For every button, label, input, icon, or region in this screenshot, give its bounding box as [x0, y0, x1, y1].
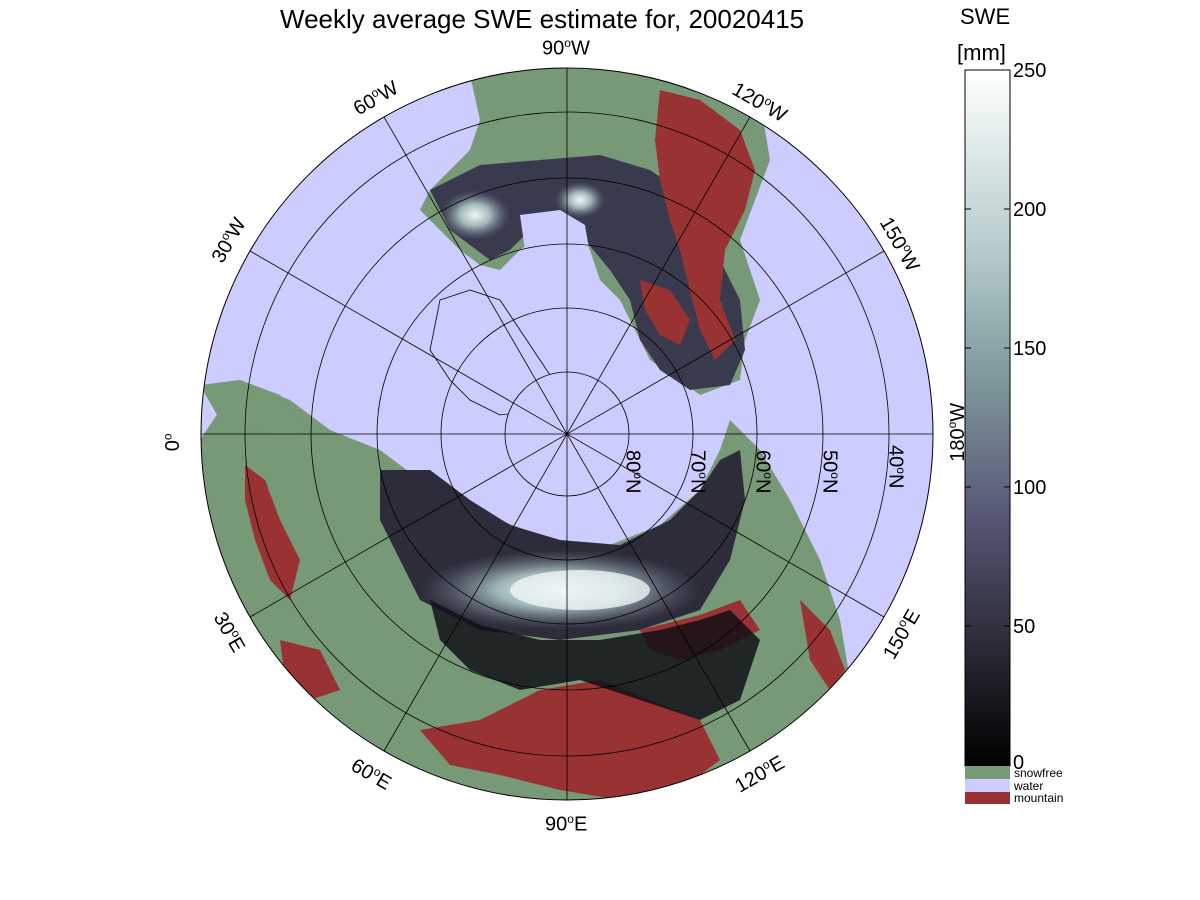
- lon-label-90w: 90oW: [542, 36, 590, 60]
- rockies-mountain: [655, 90, 755, 360]
- lat-label-80n: 80oN: [621, 450, 645, 494]
- himalaya-mountain: [420, 680, 720, 800]
- colorbar-tick-250: 250: [1013, 60, 1047, 82]
- colorbar-tick-200: 200: [1013, 199, 1047, 221]
- colorbar-gradient: [964, 69, 1011, 767]
- colorbar-tick-50: 50: [1013, 616, 1036, 638]
- legend-label-mountain: mountain: [1014, 791, 1064, 805]
- scandinavia-landmass: [201, 380, 300, 440]
- map-title: Weekly average SWE estimate for, 2002041…: [280, 4, 805, 34]
- legend-label-snowfree: snowfree: [1014, 766, 1063, 780]
- lon-label-90e: 90oE: [545, 812, 588, 836]
- siberia-dark-field: [430, 600, 760, 720]
- lon-label-180w: 180oW: [945, 402, 969, 462]
- colorbar-unit: [mm]: [957, 40, 1006, 65]
- hudson-bay: [520, 210, 590, 275]
- scandinavia-mountain: [245, 465, 300, 600]
- lon-label-0: 0o: [160, 433, 185, 452]
- colorbar-tick-100: 100: [1013, 477, 1047, 499]
- kamchatka-mountain: [800, 600, 845, 690]
- colorbar-tick-marks: [965, 69, 1010, 627]
- legend-swatch-mountain: [965, 792, 1010, 804]
- colorbar-tick-0: 0: [1013, 752, 1025, 774]
- land-layer: [201, 68, 850, 800]
- colorbar-tick-150: 150: [1013, 338, 1047, 360]
- lat-label-70n: 70oN: [686, 450, 710, 494]
- na-snow-peak-2: [555, 182, 605, 218]
- legend-swatch-water: [965, 779, 1010, 792]
- lat-label-50n: 50oN: [818, 450, 842, 494]
- graticule: [200, 67, 934, 801]
- lat-label-40n: 40oN: [884, 445, 908, 489]
- lat-label-60n: 60oN: [751, 450, 775, 494]
- colorbar-heading: SWE: [960, 4, 1011, 29]
- legend-label-water: water: [1014, 779, 1044, 793]
- meridian-150w-30e: [249, 250, 885, 618]
- alaska-mountain: [640, 280, 690, 345]
- legend-swatch-snowfree: [965, 766, 1010, 779]
- eurasia-snow-core: [510, 570, 650, 610]
